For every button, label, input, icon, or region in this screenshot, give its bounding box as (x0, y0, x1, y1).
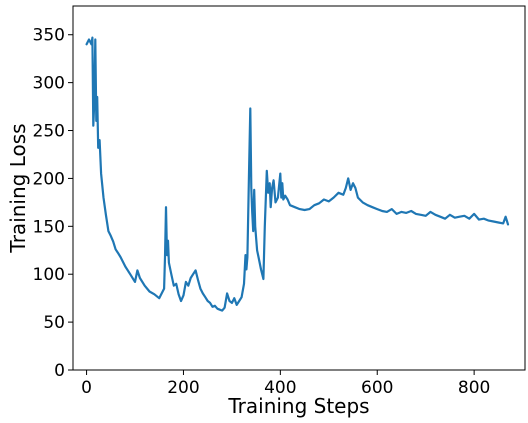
training-loss-line (85, 36, 510, 312)
x-tick-label: 600 (361, 378, 393, 398)
y-tick-label: 50 (43, 313, 65, 333)
y-tick-label: 0 (54, 361, 65, 381)
x-tick-label: 0 (81, 378, 92, 398)
x-tick-label: 200 (167, 378, 199, 398)
y-tick-label: 100 (33, 265, 65, 285)
y-axis-label: Training Loss (6, 123, 30, 253)
x-tick-label: 800 (458, 378, 490, 398)
y-tick-label: 350 (33, 26, 65, 46)
plot-frame (72, 5, 526, 371)
x-axis-label: Training Steps (227, 394, 369, 418)
y-tick-label: 200 (33, 169, 65, 189)
tick-layer: 0 200 400 600 800 0 50 100 150 200 250 300 350 (33, 26, 491, 398)
y-tick-label: 300 (33, 74, 65, 94)
x-tick-label: 400 (264, 378, 296, 398)
y-tick-label: 250 (33, 122, 65, 142)
y-tick-label: 150 (33, 217, 65, 237)
